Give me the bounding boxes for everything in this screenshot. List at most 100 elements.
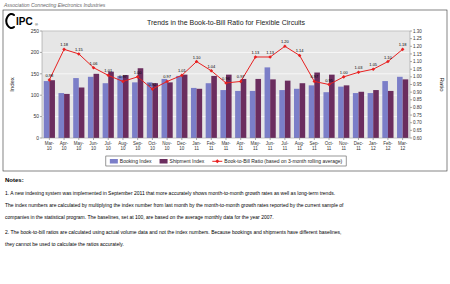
legend-handle [110,159,118,164]
chart-border [3,10,447,171]
x-tick-label-line: 11 [209,146,214,151]
bar [64,94,70,138]
x-tick-label: Feb-11 [207,141,217,151]
bar [123,75,129,138]
x-tick-label-line: 12 [385,146,391,151]
y-tick [40,95,42,96]
bar [73,78,79,138]
x-tick-label: Oct-10 [148,141,157,151]
y-axis-label: Index [9,77,15,92]
y2-tick [410,130,412,131]
legend-label: Booking Index [120,158,152,164]
y2-tick [410,92,412,93]
bar [108,72,114,138]
x-tick-label-line: 11 [341,146,346,151]
note: Notes: [5,177,24,183]
y2-tick-label: 0.60 [413,136,422,141]
bar [162,79,168,138]
bar [344,85,350,138]
y-tick-label: 150 [31,71,40,77]
y2-tick [410,84,412,85]
legend-label: Book-to-Bill Ratio (based on 3-month rol… [224,158,342,164]
x-tick [49,138,50,140]
x-tick-label-line: 11 [356,146,361,151]
x-tick-label-line: 11 [312,146,317,151]
x-tick [402,138,403,140]
data-label: 1.06 [90,61,99,66]
x-tick-label: Nov-11 [339,141,349,151]
data-label: 1.18 [60,42,69,47]
x-tick [152,138,153,140]
bar [323,92,329,138]
x-tick [93,138,94,140]
marker [254,55,258,59]
y2-tick-label: 1.20 [413,44,422,49]
bar [279,90,285,138]
x-tick [270,138,271,140]
x-tick-label: Sep-11 [310,141,320,151]
data-labels: 0.981.181.151.061.010.971.000.920.971.01… [45,39,407,87]
x-tick-label: Dec-11 [354,141,364,151]
marker [62,48,66,52]
bar [103,83,109,138]
x-tick-label-line: 10 [179,146,185,151]
bar [373,90,379,138]
data-label: 0.97 [310,74,319,79]
data-label: 1.00 [340,70,349,75]
y-tick [40,31,42,32]
x-tick-label-line: 11 [224,146,229,151]
x-tick-label: Feb-12 [383,141,393,151]
y2-tick-label: 1.30 [413,29,422,34]
x-tick-label: Aug-11 [295,141,305,151]
bar [397,77,403,138]
marker [195,60,199,64]
data-label: 0.92 [149,82,158,87]
x-tick-label-line: 11 [268,146,273,151]
plot-background [42,31,410,138]
marker [401,48,405,52]
x-tick-label: Aug-10 [118,141,128,151]
marker [283,44,287,48]
x-tick-label-line: 10 [165,146,171,151]
y2-tick-label: 0.90 [413,90,422,95]
marker [48,78,52,82]
x-tick-label: Jul-10 [105,141,113,151]
x-tick-label-line: 10 [120,146,126,151]
y-tick [40,138,42,139]
title: Trends in the Book-to-Bill Ratio for Fle… [147,19,306,26]
y2-tick-label: 0.95 [413,82,422,87]
x-tick [181,138,182,140]
data-label: 0.97 [119,74,128,79]
legend-label: Shipment Index [170,158,205,164]
y2-tick-label: 0.65 [413,128,422,133]
x-tick [211,138,212,140]
bar [309,85,315,138]
logo-text: IPC [16,16,33,27]
data-label: 1.05 [369,62,378,67]
y2-tick-label: 1.05 [413,67,422,72]
y2-tick [410,122,412,123]
x-tick-label: Oct-11 [325,141,334,151]
bar [338,87,344,138]
bar [265,67,271,138]
data-label: 0.96 [222,76,231,81]
bar [382,81,388,138]
x-tick-label: Jun-10 [89,141,98,151]
bar [353,93,359,138]
x-tick [240,138,241,140]
marker [136,75,140,79]
x-tick-label-line: 11 [238,146,243,151]
data-label: 1.10 [193,55,202,60]
bar [368,93,374,138]
y2-tick [410,76,412,77]
logo-mark: ® [35,22,38,27]
bar [117,76,123,138]
x-tick-label-line: 10 [47,146,53,151]
data-label: 1.03 [355,65,364,70]
x-tick [108,138,109,140]
note: they cannot be used to calculate the rat… [5,241,124,247]
marker [327,83,331,87]
y2-tick-label: 1.25 [413,36,422,41]
x-tick-label: Jul-11 [281,141,289,151]
x-tick [284,138,285,140]
